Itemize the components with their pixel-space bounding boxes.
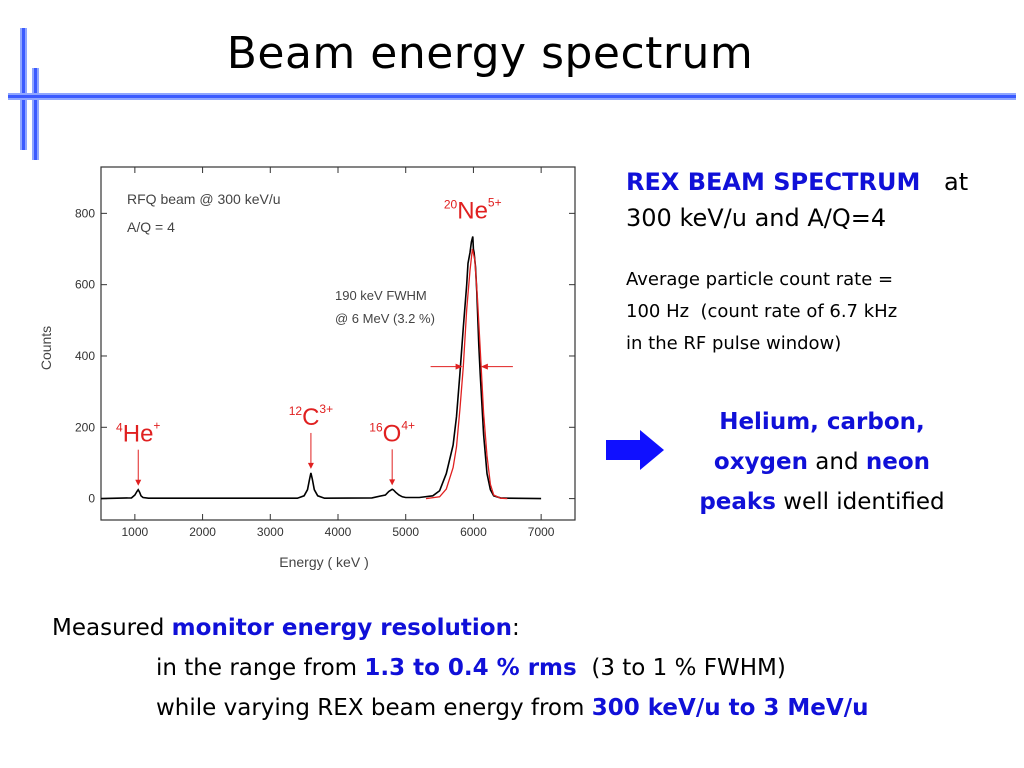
x-tick-label: 2000 [189,525,216,539]
axis-ticks: 1000 2000 3000 4000 5000 6000 7000 0 200 400 600 80… [75,167,575,539]
page-title: Beam energy spectrum [226,28,754,79]
summary-bold: 1.3 to 0.4 % rms [364,655,577,681]
y-tick-label: 800 [75,206,95,220]
peak-label-he: 4He+ [116,419,160,448]
decorative-vertical-bar [20,28,27,150]
summary-line-1: Measured monitor energy resolution: [52,608,1012,648]
summary-line-3: while varying REX beam energy from 300 k… [52,688,1012,728]
spectrum-lines [100,236,542,500]
note-line: Average particle count rate = [626,269,894,290]
fwhm-arrow-right-head [480,363,488,370]
energy-spectrum-chart: 1000 2000 3000 4000 5000 6000 7000 0 200 400 600 80… [30,160,585,580]
summary-text: in the range from [156,655,365,681]
peak-arrow-head [307,462,314,469]
decorative-horizontal-bar [8,93,1016,100]
peak-label-o: 16O4+ [369,418,415,447]
heading-bold: REX BEAM SPECTRUM [626,168,921,196]
conclusion-bold-1: Helium, carbon, [719,409,925,435]
chart-background [30,160,585,580]
peak-label-ne: 20Ne5+ [444,196,502,225]
conclusion-text-1: and [808,449,866,475]
decorative-vertical-bar [32,68,39,198]
summary-bold: monitor energy resolution [171,615,512,641]
summary-bold: 300 keV/u to 3 MeV/u [591,695,869,721]
y-tick-label: 600 [75,278,95,292]
fwhm-arrow-left-head [455,363,463,370]
count-rate-note: Average particle count rate = 100 Hz (co… [626,264,986,360]
heading-rest-2: 300 keV/u and A/Q=4 [626,204,887,232]
peak-arrow-head [389,479,396,486]
conclusion-text: Helium, carbon, oxygen and neon peaks we… [672,402,972,522]
y-tick-label: 400 [75,349,95,363]
conclusion-text-2: well identified [775,489,945,515]
conclusion-bold-4: peaks [699,489,776,515]
x-axis-label: Energy ( keV ) [279,554,368,570]
y-tick-label: 200 [75,420,95,434]
right-arrow-icon [606,430,664,470]
peak-arrow-head [135,479,142,486]
peak-annotations: 4He+ 12C3+ 16O4+ 20Ne5+ [116,196,513,486]
heading-rest-1: at [943,168,969,196]
x-tick-label: 4000 [325,525,352,539]
summary-line-2: in the range from 1.3 to 0.4 % rms (3 to… [52,648,1012,688]
x-tick-label: 5000 [392,525,419,539]
info-line-2: A/Q = 4 [127,219,175,235]
conclusion-bold-3: neon [865,449,931,475]
summary-text: (3 to 1 % FWHM) [576,655,786,681]
summary-text: Measured [52,615,172,641]
note-line: in the RF pulse window) [626,333,842,354]
summary-text: while varying REX beam energy from [156,695,592,721]
fwhm-line-2: @ 6 MeV (3.2 %) [335,311,435,326]
summary-text: : [511,615,520,641]
note-line: 100 Hz (count rate of 6.7 kHz [626,301,898,322]
x-tick-label: 7000 [528,525,555,539]
gaussian-fit-line [425,248,508,500]
conclusion-bold-2: oxygen [713,449,808,475]
y-axis-label: Counts [38,326,54,370]
x-tick-label: 3000 [257,525,284,539]
spectrum-heading: REX BEAM SPECTRUM at 300 keV/u and A/Q=4 [626,164,1006,236]
peak-label-c: 12C3+ [289,402,333,431]
fwhm-line-1: 190 keV FWHM [335,288,427,303]
resolution-summary: Measured monitor energy resolution: in t… [52,608,1012,728]
x-tick-label: 1000 [122,525,149,539]
y-tick-label: 0 [88,492,95,506]
x-tick-label: 6000 [460,525,487,539]
info-line-1: RFQ beam @ 300 keV/u [127,191,281,207]
